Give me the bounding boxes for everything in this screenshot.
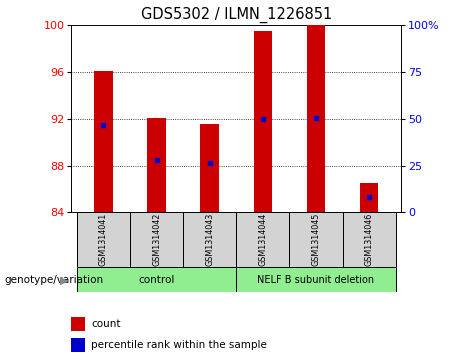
Bar <box>307 25 325 212</box>
Text: GSM1314044: GSM1314044 <box>258 213 267 266</box>
Bar <box>71 317 85 331</box>
Text: GSM1314041: GSM1314041 <box>99 213 108 266</box>
Title: GDS5302 / ILMN_1226851: GDS5302 / ILMN_1226851 <box>141 7 332 23</box>
Bar <box>360 183 378 212</box>
Text: percentile rank within the sample: percentile rank within the sample <box>91 340 267 350</box>
Bar <box>147 118 166 212</box>
Text: ▶: ▶ <box>60 275 68 285</box>
Bar <box>77 267 236 292</box>
Text: GSM1314046: GSM1314046 <box>365 213 374 266</box>
Text: control: control <box>138 274 175 285</box>
Bar <box>94 71 112 212</box>
Bar <box>183 212 236 267</box>
Bar <box>71 338 85 352</box>
Bar <box>290 212 343 267</box>
Bar <box>254 31 272 212</box>
Text: NELF B subunit deletion: NELF B subunit deletion <box>257 274 375 285</box>
Text: GSM1314043: GSM1314043 <box>205 213 214 266</box>
Text: GSM1314042: GSM1314042 <box>152 213 161 266</box>
Bar <box>77 212 130 267</box>
Bar <box>130 212 183 267</box>
Bar <box>201 123 219 212</box>
Text: count: count <box>91 319 121 329</box>
Text: GSM1314045: GSM1314045 <box>312 213 320 266</box>
Bar <box>236 212 290 267</box>
Bar <box>343 212 396 267</box>
Bar <box>236 267 396 292</box>
Text: genotype/variation: genotype/variation <box>5 275 104 285</box>
